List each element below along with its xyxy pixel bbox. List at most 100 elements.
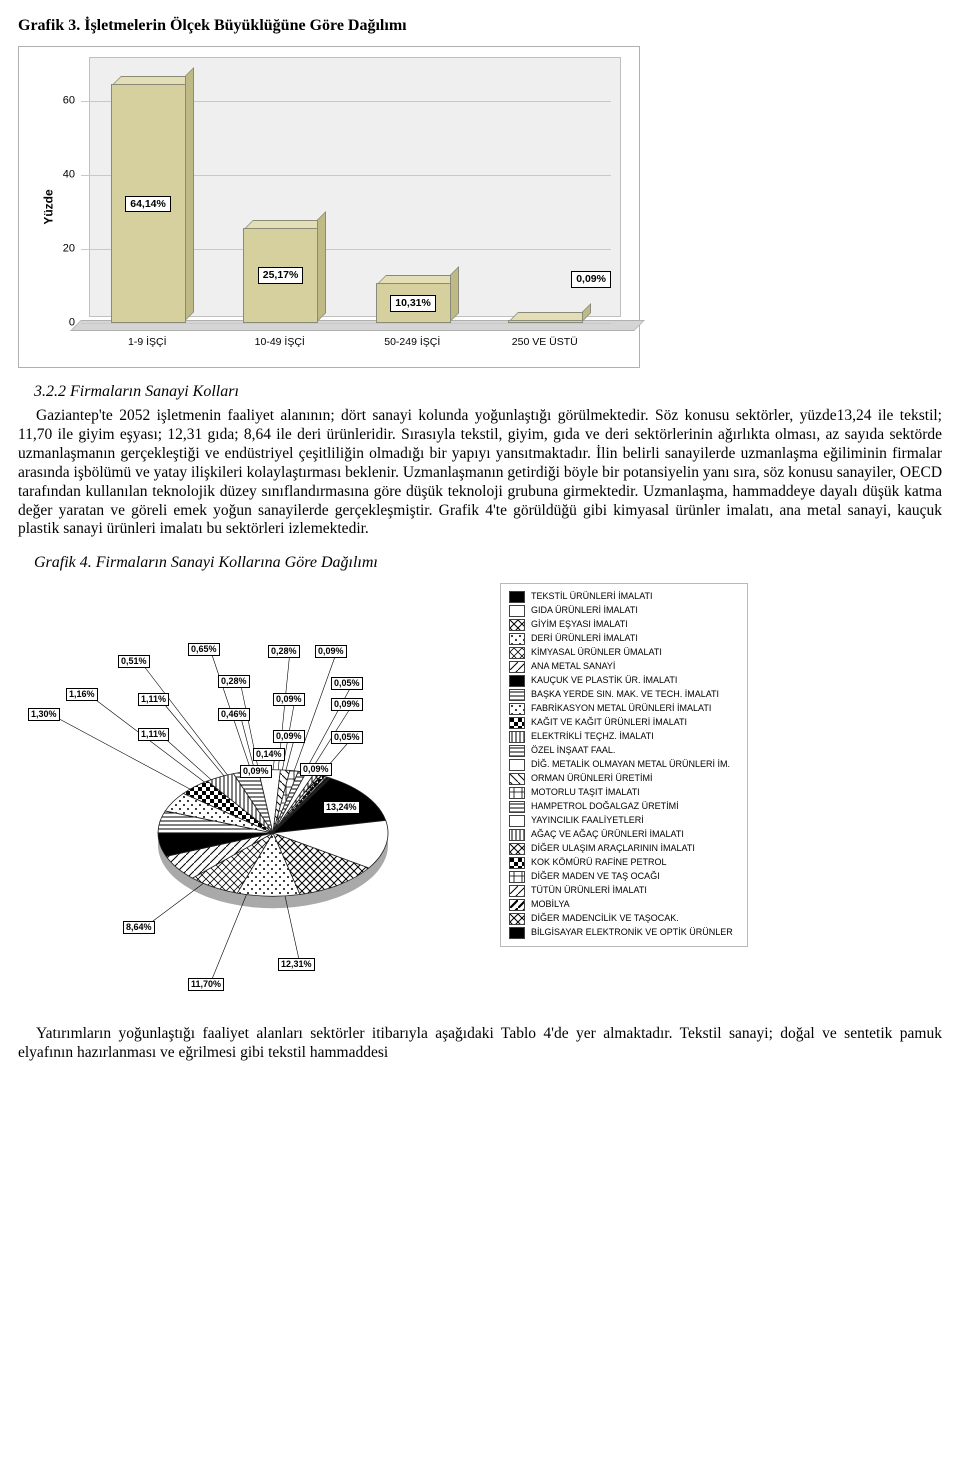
pie-legend-item: FABRİKASYON METAL ÜRÜNLERİ İMALATI [509,702,739,715]
pie-callout-label: 1,11% [138,728,169,741]
pie-legend-label: AĞAÇ VE AĞAÇ ÜRÜNLERİ İMALATI [531,828,684,840]
pie-legend-label: YAYINCILIK FAALİYETLERİ [531,814,644,826]
pie-callout-label: 0,05% [331,731,363,744]
pie-legend-label: ANA METAL SANAYİ [531,660,615,672]
pie-callout-label: 0,09% [273,730,305,743]
pie-legend-swatch [509,843,525,855]
pie-callout-label: 0,14% [253,748,285,761]
pie-legend-swatch [509,647,525,659]
pie-legend-label: ELEKTRİKLİ TEÇHZ. İMALATI [531,730,654,742]
pie-callout-label: 0,09% [240,765,272,778]
bar-chart-ytick: 20 [47,242,75,255]
pie-callout-label: 0,05% [331,677,363,690]
pie-legend-swatch [509,913,525,925]
bar-xtick: 1-9 İŞÇİ [128,336,167,349]
pie-legend-item: DERİ ÜRÜNLERİ İMALATI [509,632,739,645]
pie-legend-swatch [509,857,525,869]
pie-legend-swatch [509,899,525,911]
pie-legend-item: DİĞER MADENCİLİK VE TAŞOCAK. [509,912,739,925]
bar-value-label: 25,17% [258,267,304,284]
pie-legend-label: ORMAN ÜRÜNLERİ ÜRETİMİ [531,772,653,784]
pie-legend-item: BAŞKA YERDE SIN. MAK. VE TECH. İMALATI [509,688,739,701]
pie-callout-label: 8,64% [123,921,155,934]
pie-legend-swatch [509,829,525,841]
pie-legend-swatch [509,689,525,701]
pie-legend-item: ANA METAL SANAYİ [509,660,739,673]
pie-legend-item: GIDA ÜRÜNLERİ İMALATI [509,604,739,617]
pie-legend-swatch [509,815,525,827]
pie-legend-label: KOK KÖMÜRÜ RAFİNE PETROL [531,856,667,868]
pie-legend-item: ELEKTRİKLİ TEÇHZ. İMALATI [509,730,739,743]
section-heading: 3.2.2 Firmaların Sanayi Kolları [34,382,942,402]
bar-chart-ytick: 60 [47,95,75,108]
pie-legend-label: DİĞER ULAŞIM ARAÇLARININ İMALATI [531,842,695,854]
pie-legend-swatch [509,759,525,771]
pie-legend-item: BİLGİSAYAR ELEKTRONİK VE OPTİK ÜRÜNLER [509,926,739,939]
pie-legend-item: MOTORLU TAŞIT İMALATI [509,786,739,799]
pie-legend-swatch [509,591,525,603]
pie-legend-label: GIDA ÜRÜNLERİ İMALATI [531,604,638,616]
pie-legend-swatch [509,773,525,785]
bar-value-label: 64,14% [125,196,171,213]
pie-legend-swatch [509,675,525,687]
pie-legend-label: DERİ ÜRÜNLERİ İMALATI [531,632,638,644]
pie-legend-swatch [509,605,525,617]
pie-legend-swatch [509,787,525,799]
bar-chart-ylabel: Yüzde [41,189,56,224]
bar-chart-plot-area: 020406064,14%1-9 İŞÇİ25,17%10-49 İŞÇİ10,… [81,65,611,323]
pie-legend-swatch [509,745,525,757]
pie-legend-item: KİMYASAL ÜRÜNLER ÜMALATI [509,646,739,659]
body-paragraph-1: Gaziantep'te 2052 işletmenin faaliyet al… [18,407,942,539]
pie-legend-item: GİYİM EŞYASI İMALATI [509,618,739,631]
pie-callout-label: 0,28% [268,645,300,658]
pie-legend-label: KAĞIT VE KAĞIT ÜRÜNLERİ İMALATI [531,716,687,728]
pie-legend-item: DİĞER ULAŞIM ARAÇLARININ İMALATI [509,842,739,855]
body-paragraph-2: Yatırımların yoğunlaştığı faaliyet alanl… [18,1025,942,1063]
pie-legend-label: MOBİLYA [531,898,570,910]
pie-callout-label: 13,24% [323,801,360,814]
pie-legend-label: DİĞER MADENCİLİK VE TAŞOCAK. [531,912,679,924]
pie-legend-swatch [509,703,525,715]
bar-value-label: 0,09% [571,271,611,288]
pie-legend-label: BAŞKA YERDE SIN. MAK. VE TECH. İMALATI [531,688,719,700]
pie-legend-label: BİLGİSAYAR ELEKTRONİK VE OPTİK ÜRÜNLER [531,926,733,938]
pie-legend-swatch [509,731,525,743]
bar-xtick: 50-249 İŞÇİ [384,336,440,349]
pie-legend-label: KİMYASAL ÜRÜNLER ÜMALATI [531,646,662,658]
bar-chart-ytick: 0 [47,316,75,329]
bar [508,320,583,323]
pie-callout-label: 12,31% [278,958,315,971]
pie-legend-label: FABRİKASYON METAL ÜRÜNLERİ İMALATI [531,702,711,714]
bar-chart-ytick: 40 [47,168,75,181]
pie-legend-swatch [509,885,525,897]
pie-chart: 1,30%1,16%0,51%1,11%1,11%0,65%0,28%0,46%… [18,583,488,1003]
pie-callout-label: 0,51% [118,655,150,668]
pie-callout-label: 0,28% [218,675,250,688]
pie-chart-title: Grafik 4. Firmaların Sanayi Kollarına Gö… [34,553,942,573]
pie-legend-item: HAMPETROL DOĞALGAZ ÜRETİMİ [509,800,739,813]
pie-callout-label: 0,09% [300,763,332,776]
pie-legend-label: TEKSTİL ÜRÜNLERİ İMALATI [531,590,653,602]
pie-legend-swatch [509,801,525,813]
pie-legend-swatch [509,619,525,631]
pie-callout-label: 0,46% [218,708,250,721]
bar-chart: Yüzde 020406064,14%1-9 İŞÇİ25,17%10-49 İ… [18,46,640,368]
pie-legend-item: ORMAN ÜRÜNLERİ ÜRETİMİ [509,772,739,785]
pie-legend-label: MOTORLU TAŞIT İMALATI [531,786,640,798]
pie-callout-label: 1,30% [28,708,60,721]
pie-legend-label: DİĞ. METALİK OLMAYAN METAL ÜRÜNLERİ İM. [531,758,730,770]
pie-callout-label: 1,11% [138,693,169,706]
bar-chart-title: Grafik 3. İşletmelerin Ölçek Büyüklüğüne… [18,16,942,36]
bar-xtick: 10-49 İŞÇİ [255,336,305,349]
pie-legend-label: DİĞER MADEN VE TAŞ OCAĞI [531,870,660,882]
pie-legend-item: YAYINCILIK FAALİYETLERİ [509,814,739,827]
pie-legend-swatch [509,871,525,883]
pie-legend-label: HAMPETROL DOĞALGAZ ÜRETİMİ [531,800,679,812]
pie-legend-label: ÖZEL İNŞAAT FAAL. [531,744,615,756]
pie-legend-item: DİĞER MADEN VE TAŞ OCAĞI [509,870,739,883]
pie-legend-label: TÜTÜN ÜRÜNLERİ İMALATI [531,884,647,896]
pie-legend-item: ÖZEL İNŞAAT FAAL. [509,744,739,757]
pie-legend-swatch [509,633,525,645]
pie-legend-item: KAĞIT VE KAĞIT ÜRÜNLERİ İMALATI [509,716,739,729]
pie-legend-item: KOK KÖMÜRÜ RAFİNE PETROL [509,856,739,869]
